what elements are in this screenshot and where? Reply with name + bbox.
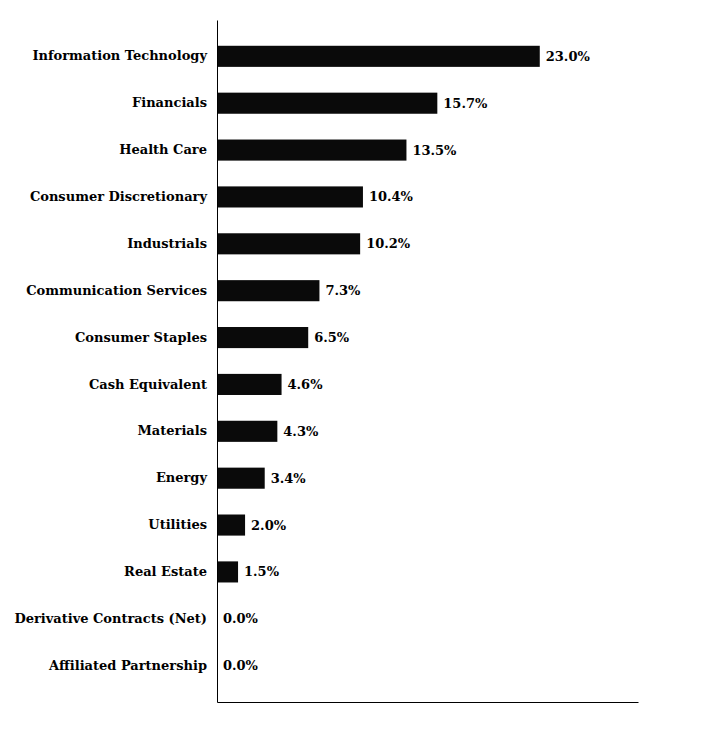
y-tick: Consumer Staples (75, 330, 207, 345)
y-tick: Information Technology (32, 48, 207, 63)
data-labels: 23.0% 15.7% 13.5% 10.4% 10.2% 7.3% 6.5% 4.6% 4.3… (223, 49, 590, 673)
data-label: 2.0% (251, 518, 287, 533)
y-tick: Financials (132, 95, 207, 110)
y-tick: Communication Services (26, 283, 207, 298)
data-label: 1.5% (244, 564, 280, 579)
data-label: 7.3% (325, 283, 361, 298)
data-label: 4.6% (288, 377, 324, 392)
bar (217, 93, 437, 114)
y-tick-label: Energy (156, 470, 208, 485)
y-tick-label: Derivative Contracts (Net) (14, 611, 207, 626)
x-axis (218, 702, 639, 703)
x-axis-line (218, 702, 639, 703)
y-tick: Consumer Discretionary (30, 189, 208, 204)
y-axis-line (217, 21, 218, 703)
y-tick-label: Communication Services (26, 283, 207, 298)
data-label: 10.4% (369, 189, 414, 204)
bar (217, 46, 540, 67)
data-label: 3.4% (271, 471, 307, 486)
y-tick: Real Estate (124, 564, 207, 579)
y-tick: Derivative Contracts (Net) (14, 611, 207, 626)
y-tick-label: Industrials (127, 236, 207, 251)
bar (217, 468, 265, 489)
y-tick-label: Health Care (119, 142, 207, 157)
y-axis: Information Technology Financials Health C… (14, 21, 217, 703)
y-tick-label: Consumer Discretionary (30, 189, 208, 204)
bar (217, 233, 360, 254)
bar (217, 186, 363, 207)
y-tick: Industrials (127, 236, 207, 251)
bar (217, 327, 308, 348)
bar (217, 421, 277, 442)
bars (217, 46, 540, 583)
bar (217, 280, 319, 301)
data-label: 10.2% (366, 236, 411, 251)
y-tick: Materials (137, 423, 207, 438)
bar (217, 515, 245, 536)
y-tick: Cash Equivalent (89, 377, 207, 392)
y-tick: Affiliated Partnership (48, 658, 207, 673)
y-tick-label: Information Technology (32, 48, 207, 63)
y-tick: Health Care (119, 142, 207, 157)
y-tick-label: Consumer Staples (75, 330, 207, 345)
bar (217, 561, 238, 582)
y-tick-label: Materials (137, 423, 207, 438)
y-tick-label: Utilities (148, 517, 207, 532)
y-tick-label: Cash Equivalent (89, 377, 207, 392)
bar (217, 374, 282, 395)
plot: 23.0% 15.7% 13.5% 10.4% 10.2% 7.3% 6.5% 4.6% 4.3… (14, 21, 638, 703)
data-label: 0.0% (223, 611, 259, 626)
data-label: 13.5% (412, 143, 457, 158)
bar (217, 140, 406, 161)
data-label: 23.0% (546, 49, 591, 64)
y-tick: Utilities (148, 517, 207, 532)
data-label: 6.5% (314, 330, 350, 345)
data-label: 15.7% (443, 96, 488, 111)
y-tick-label: Financials (132, 95, 207, 110)
chart-container: 23.0% 15.7% 13.5% 10.4% 10.2% 7.3% 6.5% 4.6% 4.3… (0, 0, 708, 732)
data-label: 4.3% (283, 424, 319, 439)
data-label: 0.0% (223, 658, 259, 673)
y-tick: Energy (156, 470, 208, 485)
y-tick-label: Affiliated Partnership (48, 658, 207, 673)
chart-svg: 23.0% 15.7% 13.5% 10.4% 10.2% 7.3% 6.5% 4.6% 4.3… (0, 0, 708, 732)
y-tick-label: Real Estate (124, 564, 207, 579)
